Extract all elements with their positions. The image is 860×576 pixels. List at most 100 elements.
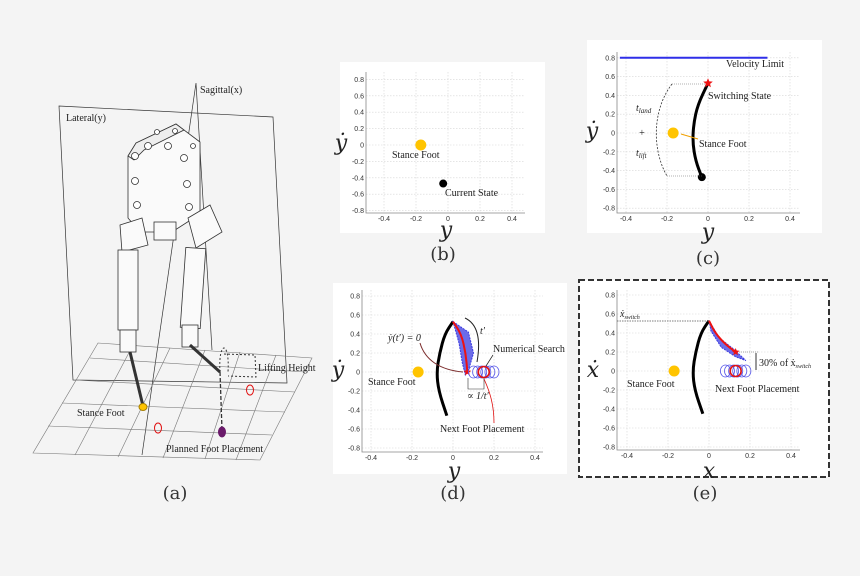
caption-a: (a) <box>163 483 188 504</box>
stance-foot-marker <box>138 403 148 411</box>
search-candidate-circle <box>728 364 739 378</box>
y-tick-label: 0 <box>356 370 360 377</box>
panel-c-ylabel: ẏ <box>585 119 599 144</box>
x-switch-label: ẋswitch <box>619 309 640 321</box>
caption-c: (c) <box>696 248 720 269</box>
x-tick-label: 0.2 <box>744 216 754 223</box>
sagittal-label: Sagittal(x) <box>200 85 242 96</box>
next-foot-placement-circle <box>477 365 491 379</box>
planned-foot-label: Planned Foot Placement <box>166 444 263 455</box>
current-state-point <box>697 173 706 182</box>
switching-state-star <box>463 368 472 376</box>
panel-e-stance-foot-label: Stance Foot <box>627 379 675 390</box>
panel-a-robot-illustration: Sagittal(x) Lateral(y) Lifting Height St… <box>32 82 316 461</box>
time-arc-arrow <box>655 83 673 177</box>
panel-c-axes: -0.4 -0.2 0 0.2 0.4 0.8 0.6 0.4 0.2 0 -0.2 -0.4 -0.6… <box>603 52 800 223</box>
caption-e: (e) <box>693 483 718 504</box>
lifting-height-label: Lifting Height <box>258 363 316 374</box>
caption-b: (b) <box>430 244 456 265</box>
y-tick-label: 0 <box>360 143 364 150</box>
axis-frame <box>616 290 800 451</box>
x-tick-label: 0 <box>446 216 450 223</box>
panel-d-ylabel: ẏ <box>331 358 345 383</box>
y-tick-label: 0.8 <box>605 55 615 62</box>
lateral-label: Lateral(y) <box>66 113 106 124</box>
y-tick-label: 0.4 <box>350 332 360 339</box>
lift-arc <box>219 347 229 373</box>
y-tick-label: -0.8 <box>603 445 615 452</box>
panel-b-current-state-label: Current State <box>445 188 499 199</box>
stance-foot-point <box>415 139 427 151</box>
stance-foot-point <box>412 366 424 378</box>
planned-foot-marker <box>218 426 226 438</box>
panel-e-axes: -0.4 -0.2 0 0.2 0.4 0.8 0.6 0.4 0.2 0 -0.2 -0.4 -0.6… <box>603 290 800 460</box>
y-tick-label: -0.4 <box>348 408 360 415</box>
y-tick-label: 0.4 <box>605 93 615 100</box>
y-tick-label: -0.8 <box>352 208 364 215</box>
x-tick-label: 0 <box>706 216 710 223</box>
y-tick-label: -0.2 <box>352 159 364 166</box>
y-tick-label: -0.4 <box>603 407 615 414</box>
y-tick-label: 0.4 <box>354 110 364 117</box>
y-tick-label: 0.4 <box>605 331 615 338</box>
floor-grid <box>32 342 313 461</box>
search-candidate-circle <box>484 365 496 379</box>
y-tick-label: -0.2 <box>603 388 615 395</box>
panel-e-highlight-box <box>578 279 830 478</box>
y-tick-label: 0.8 <box>350 294 360 301</box>
y-tick-label: -0.2 <box>603 149 615 156</box>
x-tick-label: -0.4 <box>378 216 390 223</box>
proportional-symbol: ∝ <box>467 391 474 402</box>
y-tick-label: 0.6 <box>605 312 615 319</box>
offset-bracket <box>467 378 485 390</box>
panel-e-xlabel: x <box>703 459 716 484</box>
switching-state-label: Switching State <box>708 91 772 102</box>
panel-c-background <box>587 40 822 233</box>
y-tick-label: 0.6 <box>350 313 360 320</box>
caption-d: (d) <box>440 483 466 504</box>
y-tick-label: 0.2 <box>350 351 360 358</box>
x-tick-label: -0.2 <box>406 455 418 462</box>
y-tick-label: 0.6 <box>605 74 615 81</box>
panel-b-stance-foot-label: Stance Foot <box>392 150 440 161</box>
trajectory-curve <box>691 82 710 178</box>
robot-body <box>117 123 223 353</box>
next-foot-placement-circle <box>729 364 742 378</box>
proportional-fraction: 1/t′ <box>476 391 490 402</box>
panel-b-axes: -0.4 -0.2 0 0.2 0.4 0.8 0.6 0.4 0.2 0 -0.2 -0.4 -0.6… <box>352 72 525 223</box>
y-tick-label: 0.8 <box>354 77 364 84</box>
current-state-point <box>439 179 448 188</box>
stance-foot-point <box>667 127 679 139</box>
stance-foot-pointer <box>680 133 699 140</box>
y-tick-label: -0.4 <box>603 168 615 175</box>
axis-frame <box>616 52 800 214</box>
trajectory-curve <box>691 319 711 415</box>
percent-label: 30% of ẋswitch <box>759 358 811 370</box>
candidate-foot-marker <box>154 422 162 434</box>
x-tick-label: -0.2 <box>662 453 674 460</box>
predicted-trajectory <box>708 320 737 353</box>
y-tick-label: -0.6 <box>603 426 615 433</box>
x-tick-label: -0.4 <box>620 216 632 223</box>
sagittal-plane <box>141 82 213 456</box>
panel-e-next-foot-label: Next Foot Placement <box>715 384 800 395</box>
y-tick-label: 0 <box>611 131 615 138</box>
numerical-search-label: Numerical Search <box>493 344 565 355</box>
switching-state-star <box>731 348 740 356</box>
x-tick-label: 0.4 <box>507 216 517 223</box>
panel-c-stance-foot-label: Stance Foot <box>699 139 747 150</box>
search-candidate-circle <box>724 364 735 378</box>
x-tick-label: 0 <box>451 455 455 462</box>
panel-d-axes: -0.4 -0.2 0 0.2 0.4 0.8 0.6 0.4 0.2 0 -0.2 -0.4 -0.6… <box>348 290 543 462</box>
swing-trajectory <box>219 371 223 431</box>
velocity-limit-label: Velocity Limit <box>726 59 784 70</box>
panel-b-xlabel: y <box>439 218 453 243</box>
switching-state-star <box>703 78 713 88</box>
stance-foot-label: Stance Foot <box>77 408 125 419</box>
search-candidate-circle <box>732 364 744 378</box>
x-tick-label: -0.4 <box>365 455 377 462</box>
t-land-label: tland <box>636 103 652 115</box>
lateral-plane <box>58 105 288 384</box>
x-tick-label: -0.2 <box>410 216 422 223</box>
